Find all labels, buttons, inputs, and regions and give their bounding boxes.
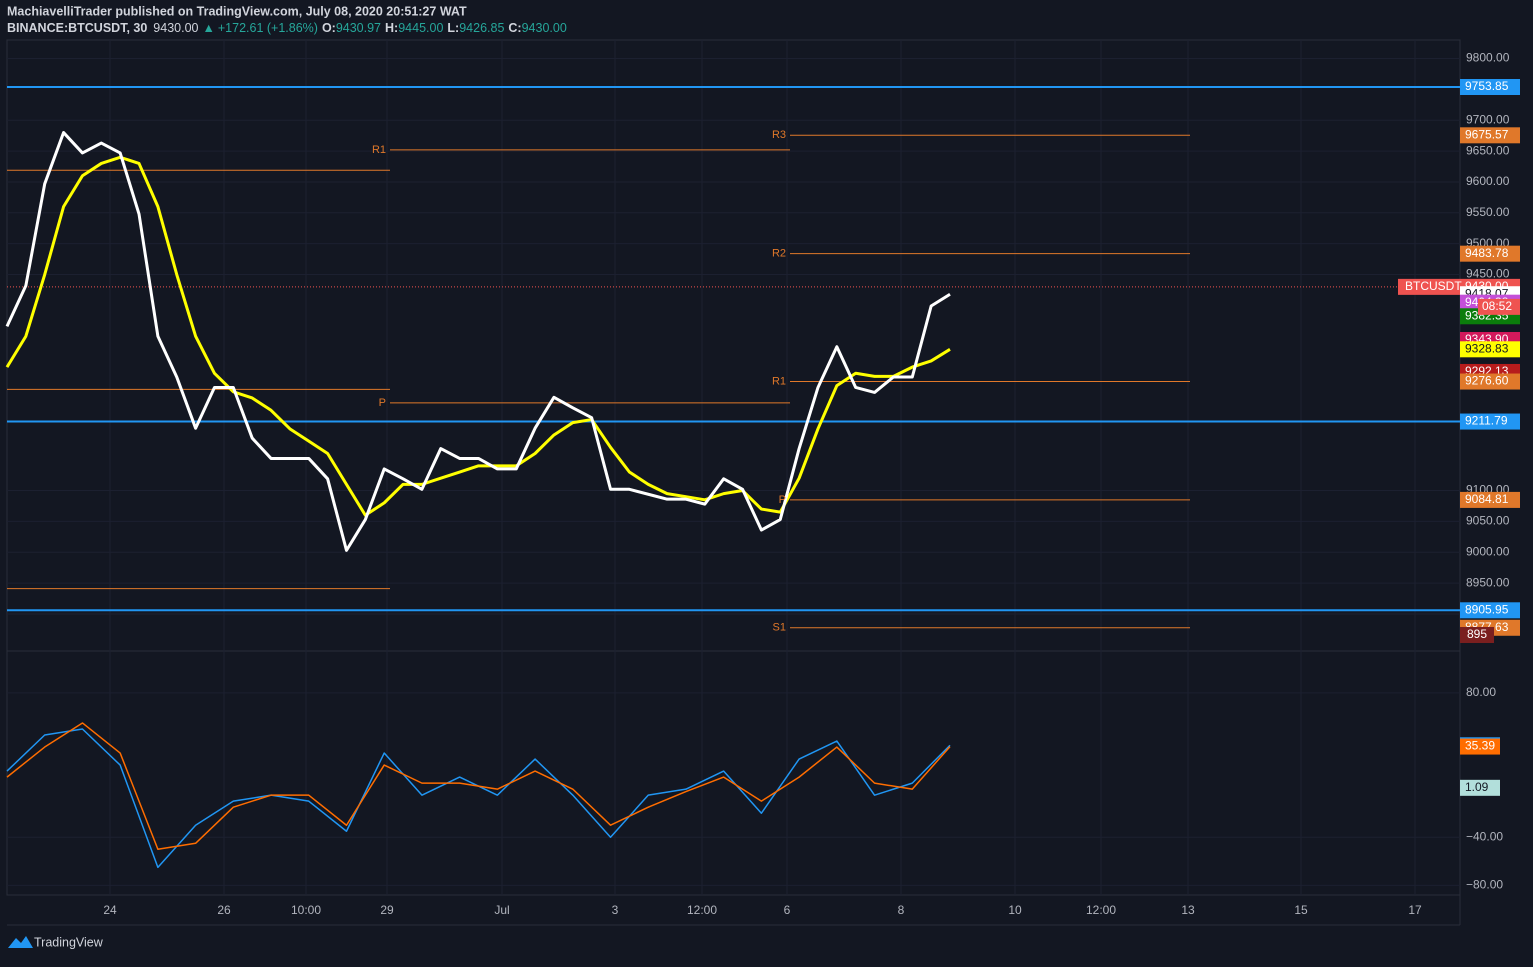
x-tick-label: 10:00 <box>291 903 321 917</box>
o: 9430.97 <box>336 21 381 35</box>
price-label: 1.09 <box>1465 780 1489 794</box>
header-line: BINANCE:BTCUSDT, 30 9430.00 ▲ +172.61 (+1.8… <box>7 21 567 35</box>
x-tick-label: 6 <box>784 903 791 917</box>
pivot-label: S1 <box>773 622 786 634</box>
logo <box>8 936 33 948</box>
x-tick-label: 17 <box>1408 903 1422 917</box>
x-tick-label: 10 <box>1008 903 1022 917</box>
series-line <box>6 722 951 851</box>
osc-tick-label: −80.00 <box>1466 878 1503 892</box>
pivot-label: R1 <box>772 375 786 387</box>
countdown: 08:52 <box>1482 299 1512 313</box>
c: 9430.00 <box>522 21 567 35</box>
h-label: H: <box>385 21 398 35</box>
series-line <box>5 131 951 552</box>
x-tick-label: 12:00 <box>687 903 717 917</box>
brand: TradingView <box>34 935 104 949</box>
price-label-bg <box>1460 127 1520 144</box>
c-label: C: <box>508 21 521 35</box>
price-label: 8905.95 <box>1465 602 1509 616</box>
chart-frame <box>6 39 1461 896</box>
price-label: 9753.85 <box>1465 79 1509 93</box>
change: +172.61 (+1.86%) <box>218 21 318 35</box>
price-label-bg <box>1460 602 1520 619</box>
price-label: 35.39 <box>1465 739 1495 753</box>
series-line <box>5 155 951 517</box>
price-label: 9675.57 <box>1465 127 1509 141</box>
pivot-label: P <box>779 494 786 506</box>
y-tick-label: 9650.00 <box>1466 143 1510 157</box>
pivot-label: R1 <box>372 144 386 156</box>
pivot-label: R2 <box>772 248 786 260</box>
o-label: O: <box>322 21 336 35</box>
x-tick-label: 24 <box>103 903 117 917</box>
x-tick-label: Jul <box>494 903 509 917</box>
l: 9426.85 <box>459 21 504 35</box>
pivot-label: R3 <box>772 129 786 141</box>
x-tick-label: 15 <box>1294 903 1308 917</box>
y-tick-label: 9700.00 <box>1466 112 1510 126</box>
x-tick-label: 3 <box>612 903 619 917</box>
price-label-bg <box>1460 738 1500 755</box>
y-tick-label: 9550.00 <box>1466 205 1510 219</box>
symbol-tag-bg <box>1398 278 1460 295</box>
x-tick-label: 29 <box>380 903 394 917</box>
last: 9430.00 <box>153 21 198 35</box>
price-label: 9276.60 <box>1465 374 1509 388</box>
x-tick-label: 12:00 <box>1086 903 1116 917</box>
x-tick-label: 26 <box>217 903 231 917</box>
osc-tick-label: −40.00 <box>1466 829 1503 843</box>
y-tick-label: 8950.00 <box>1466 575 1510 589</box>
y-tick-label: 9800.00 <box>1466 51 1510 65</box>
y-tick-label: 9050.00 <box>1466 514 1510 528</box>
price-label-bg <box>1460 341 1520 358</box>
symbol-tag: BTCUSDT <box>1405 279 1462 293</box>
pivot-label: P <box>379 397 386 409</box>
price-label: 9211.79 <box>1465 414 1508 428</box>
volume-label: 895 <box>1467 627 1487 641</box>
h: 9445.00 <box>398 21 443 35</box>
price-label: 9483.78 <box>1465 246 1509 260</box>
countdown-bg <box>1478 298 1520 315</box>
price-label: 9328.83 <box>1465 341 1509 355</box>
symbol: BINANCE:BTCUSDT, 30 <box>7 21 147 35</box>
price-label-bg <box>1460 78 1520 95</box>
publisher: MachiavelliTrader published on TradingVi… <box>7 4 467 18</box>
price-label-bg <box>1460 491 1520 508</box>
l-label: L: <box>447 21 459 35</box>
arrow: ▲ <box>202 21 214 35</box>
price-label-bg <box>1460 413 1520 430</box>
volume-label-bg <box>1460 627 1494 643</box>
price-label: 9084.81 <box>1465 492 1509 506</box>
osc-tick-label: 80.00 <box>1466 685 1496 699</box>
price-label-bg <box>1460 245 1520 262</box>
x-tick-label: 13 <box>1181 903 1195 917</box>
price-label-bg <box>1460 373 1520 390</box>
price-label-bg <box>1460 779 1500 796</box>
y-tick-label: 9450.00 <box>1466 267 1510 281</box>
y-tick-label: 9600.00 <box>1466 174 1510 188</box>
x-tick-label: 8 <box>898 903 905 917</box>
y-tick-label: 9000.00 <box>1466 544 1510 558</box>
